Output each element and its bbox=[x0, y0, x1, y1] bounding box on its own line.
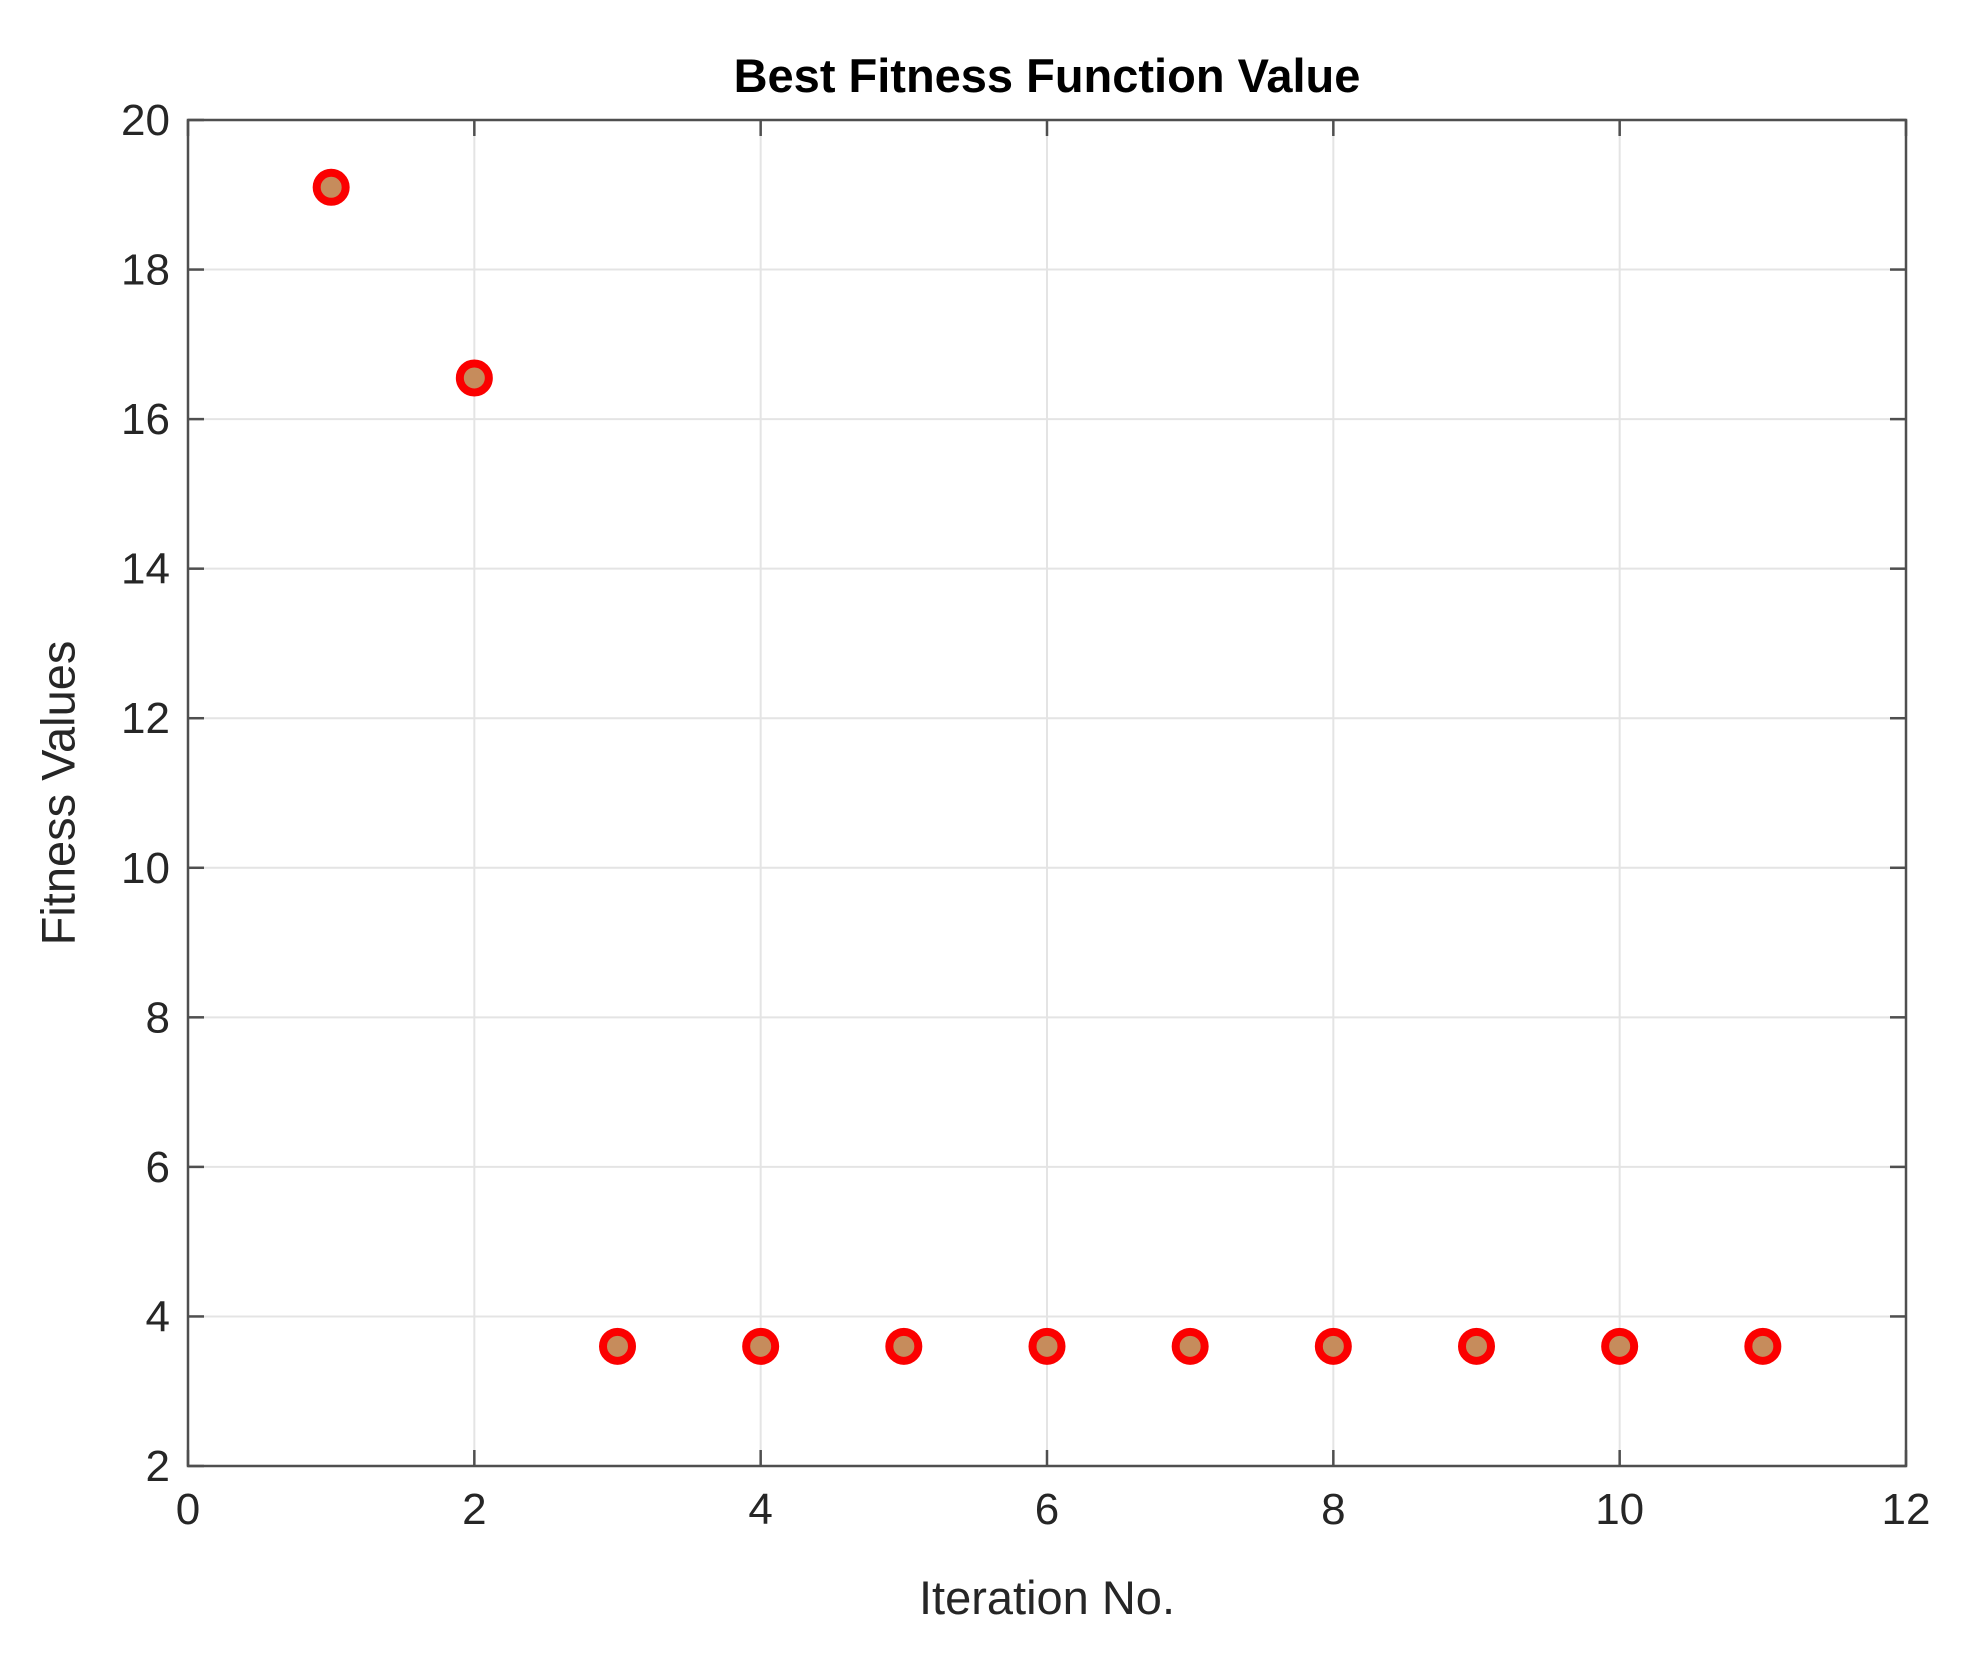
data-point bbox=[1458, 1327, 1495, 1365]
x-tick-label: 6 bbox=[1035, 1485, 1059, 1534]
data-point bbox=[1601, 1327, 1639, 1365]
data-point bbox=[742, 1327, 780, 1365]
data-point bbox=[455, 359, 493, 397]
y-tick-label: 20 bbox=[121, 96, 170, 145]
y-tick-label: 10 bbox=[121, 844, 170, 893]
y-tick-label: 14 bbox=[121, 545, 170, 594]
data-point bbox=[885, 1327, 923, 1365]
x-tick-label: 8 bbox=[1321, 1485, 1345, 1534]
x-tick-label: 10 bbox=[1595, 1485, 1644, 1534]
data-point bbox=[312, 168, 350, 206]
x-tick-label: 0 bbox=[176, 1485, 200, 1534]
data-point bbox=[1171, 1327, 1209, 1365]
data-point bbox=[599, 1327, 636, 1365]
y-tick-label: 4 bbox=[146, 1292, 170, 1341]
y-tick-label: 2 bbox=[146, 1442, 170, 1491]
x-tick-label: 4 bbox=[748, 1485, 772, 1534]
x-tick-label: 12 bbox=[1882, 1485, 1931, 1534]
data-point bbox=[1028, 1327, 1066, 1365]
y-tick-label: 16 bbox=[121, 395, 170, 444]
y-tick-label: 8 bbox=[146, 993, 170, 1042]
y-axis-label: Fitness Values bbox=[31, 640, 85, 946]
y-tick-label: 6 bbox=[146, 1143, 170, 1192]
y-tick-label: 18 bbox=[121, 246, 170, 295]
y-tick-label: 12 bbox=[121, 694, 170, 743]
chart-title: Best Fitness Function Value bbox=[733, 49, 1361, 102]
data-point bbox=[1744, 1327, 1782, 1365]
x-axis-label: Iteration No. bbox=[918, 1571, 1176, 1624]
x-tick-label: 2 bbox=[462, 1485, 486, 1534]
data-point bbox=[1314, 1327, 1352, 1365]
